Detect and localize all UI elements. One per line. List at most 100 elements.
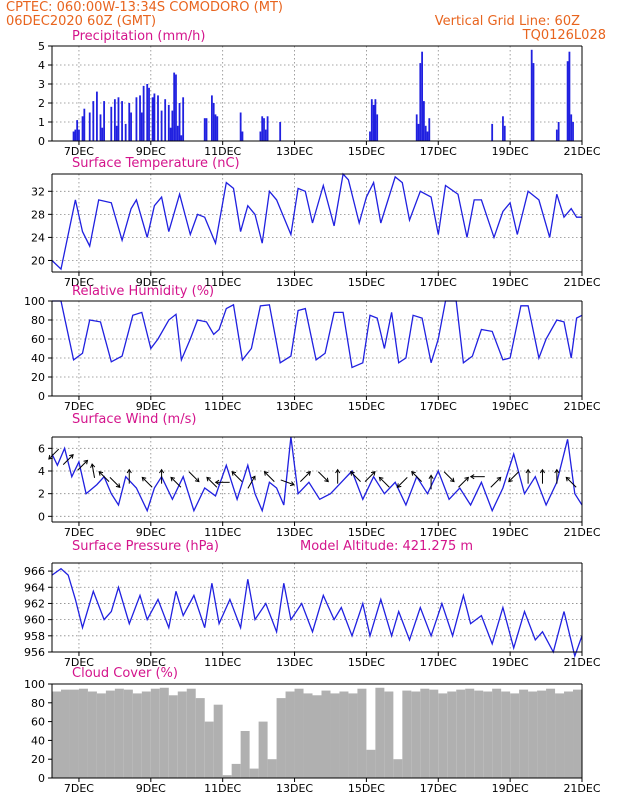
y-tick-label: 4 <box>38 465 45 478</box>
cloud-bar <box>357 688 367 778</box>
cloud-bar <box>267 759 277 778</box>
cloud-bar <box>564 691 574 778</box>
precip-bar <box>205 118 208 141</box>
precip-bar <box>153 93 156 141</box>
y-tick-label: 4 <box>38 59 45 72</box>
precip-bar <box>214 114 217 141</box>
x-tick-label: 21DEC <box>563 145 600 158</box>
wind-arrow <box>264 471 275 482</box>
wind-arrow <box>490 477 502 488</box>
cloud-bar <box>456 689 466 778</box>
cloud-bar <box>375 687 385 778</box>
x-tick-label: 11DEC <box>204 276 241 289</box>
panel-title: Surface Wind (m/s) <box>72 412 196 427</box>
x-tick-label: 13DEC <box>276 276 313 289</box>
precip-bar <box>428 118 431 141</box>
x-tick-label: 11DEC <box>204 526 241 539</box>
wind-arrow-head <box>396 483 402 488</box>
precip-bar <box>74 129 77 141</box>
cloud-bar <box>52 691 61 778</box>
wind-arrow-head <box>206 476 211 482</box>
wind-arrow-head <box>141 476 147 482</box>
wind-arrow-head <box>231 471 237 476</box>
precip-bar <box>81 116 84 141</box>
x-tick-label: 13DEC <box>276 526 313 539</box>
precip-bar <box>169 127 172 141</box>
x-tick-label: 19DEC <box>492 656 529 669</box>
precip-bar <box>167 104 170 141</box>
precip-bar <box>502 116 504 141</box>
cloud-bar <box>330 693 340 778</box>
cloud-bar <box>483 691 493 778</box>
precip-bar <box>259 131 262 141</box>
precip-bar <box>570 114 573 141</box>
x-tick-label: 15DEC <box>348 782 385 795</box>
y-tick-label: 100 <box>24 678 45 691</box>
cloud-bar <box>276 698 286 778</box>
y-tick-label: 24 <box>31 231 45 244</box>
wind-arrow <box>62 454 74 465</box>
cloud-bar <box>321 690 331 778</box>
x-tick-label: 11DEC <box>204 782 241 795</box>
precip-bar <box>180 135 183 141</box>
cloud-bar <box>150 688 160 778</box>
y-tick-label: 5 <box>38 40 45 53</box>
wind-arrow <box>411 471 423 482</box>
cloud-bar <box>195 698 205 778</box>
y-tick-label: 956 <box>24 646 45 659</box>
precip-bar <box>148 87 150 141</box>
cloud-bar <box>78 688 88 778</box>
x-tick-label: 19DEC <box>492 276 529 289</box>
panel-title: Cloud Cover (%) <box>72 666 178 681</box>
cloud-bar <box>204 721 214 778</box>
cloud-bar <box>519 689 529 778</box>
y-tick-label: 2 <box>38 488 45 501</box>
cloud-bar <box>159 687 169 778</box>
precip-bar <box>103 101 106 141</box>
precip-bar <box>419 63 422 141</box>
precip-bar <box>241 131 244 141</box>
cloud-bar <box>222 775 232 778</box>
wind-arrow-head <box>370 471 376 476</box>
y-tick-label: 0 <box>38 772 45 785</box>
wind-arrow <box>231 471 243 482</box>
cloud-bar <box>96 693 106 778</box>
wind-arrow-head <box>539 468 546 474</box>
wind-arrow-head <box>90 463 96 468</box>
precip-bar <box>171 110 174 141</box>
panel-title: Precipitation (mm/h) <box>72 29 205 44</box>
wind-arrow-head <box>565 476 571 482</box>
cloud-bar <box>303 693 313 778</box>
precip-bar <box>130 112 132 141</box>
precip-bar <box>160 110 163 141</box>
wind-arrow-head <box>263 471 269 476</box>
precip-bar <box>532 63 535 141</box>
precip-bar <box>555 129 558 141</box>
panel-6: 0 20 40 60 80 100 7DEC 9DEC 11DEC 13DEC 15DEC 17DEC… <box>24 666 601 795</box>
y-tick-label: 964 <box>24 581 45 594</box>
wind-arrow-head <box>126 468 132 474</box>
precip-bar <box>176 125 179 141</box>
cloud-bar <box>141 691 151 778</box>
cloud-bar <box>420 688 430 778</box>
x-tick-label: 19DEC <box>492 526 529 539</box>
cloud-bar <box>528 691 538 778</box>
x-tick-label: 17DEC <box>420 145 457 158</box>
x-tick-label: 13DEC <box>276 782 313 795</box>
x-tick-label: 15DEC <box>348 145 385 158</box>
y-tick-label: 2 <box>38 97 45 110</box>
wind-arrow <box>206 477 218 488</box>
precip-bar <box>72 131 75 141</box>
x-tick-label: 15DEC <box>348 276 385 289</box>
y-tick-label: 20 <box>31 371 45 384</box>
precip-bar <box>178 103 181 141</box>
cloud-bar <box>285 691 295 778</box>
x-tick-label: 7DEC <box>64 782 94 795</box>
panel-subtitle: Model Altitude: 421.275 m <box>300 539 473 554</box>
precip-bar <box>139 95 141 141</box>
cloud-bar <box>393 759 403 778</box>
y-tick-label: 0 <box>38 135 45 148</box>
wind-arrow-head <box>170 476 176 482</box>
precip-bar <box>530 49 533 141</box>
